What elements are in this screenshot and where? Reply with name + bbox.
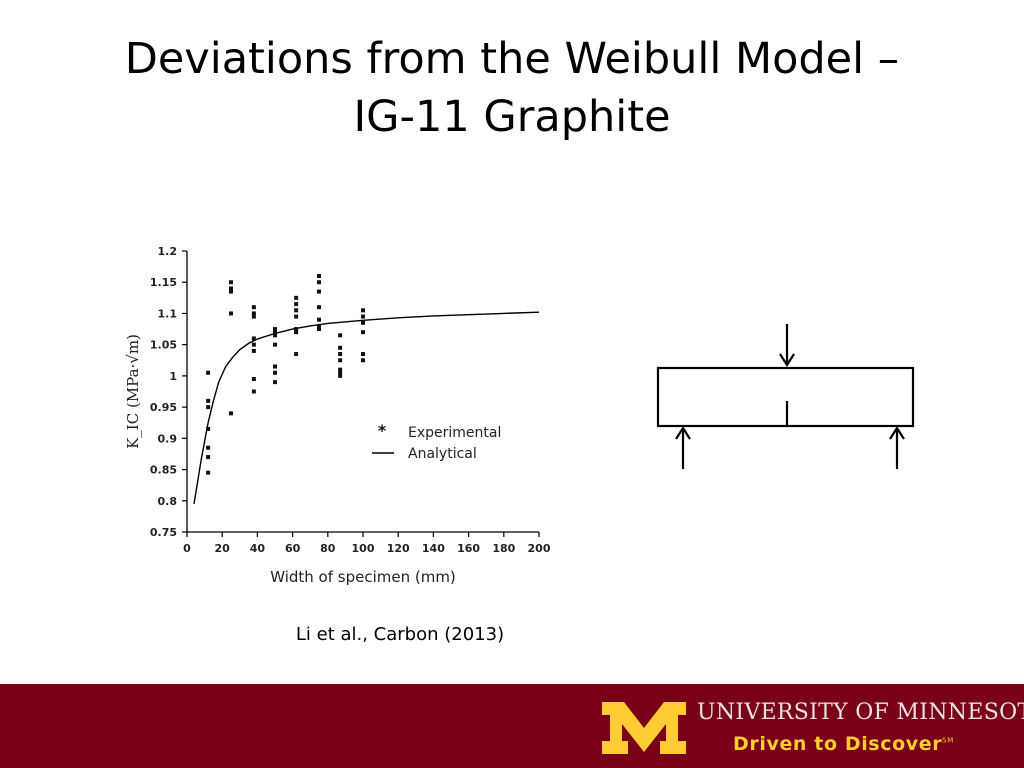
legend-label-analytical: Analytical [408, 446, 477, 462]
experimental-point [361, 320, 365, 325]
experimental-point [294, 295, 299, 300]
experimental-point [361, 330, 365, 335]
experimental-point [317, 327, 321, 332]
experimental-point [361, 314, 365, 319]
specimen-beam [656, 366, 915, 428]
y-tick-label: 0.75 [150, 526, 177, 539]
y-tick-label: 1.2 [158, 245, 178, 258]
experimental-point [229, 280, 233, 285]
university-name: UNIVERSITY OF MINNESOTA [697, 700, 1024, 725]
experimental-point [206, 398, 211, 403]
x-tick-label: 180 [492, 542, 515, 555]
slide-title-line-2: IG-11 Graphite [353, 92, 671, 142]
support-arrow-up-icon [675, 425, 691, 469]
experimental-point [317, 305, 321, 310]
x-tick-label: 60 [285, 542, 301, 555]
experimental-point [317, 280, 321, 285]
x-tick-label: 140 [422, 542, 445, 555]
experimental-point [273, 327, 277, 332]
experimental-point [206, 426, 211, 431]
experimental-point [294, 314, 299, 319]
kic-vs-width-chart: 0.75 0.8 0.85 0.9 0.95 1 1.05 1.1 1.15 1.2 0 20 40 60… [124, 245, 551, 586]
experimental-point [338, 370, 343, 375]
experimental-point [338, 367, 343, 372]
experimental-point [251, 377, 256, 382]
experimental-point [317, 289, 321, 294]
experimental-point [251, 314, 256, 319]
experimental-point [251, 336, 256, 341]
experimental-point [251, 342, 256, 347]
y-tick-label: 0.95 [150, 401, 177, 414]
university-m-logo-icon [602, 702, 686, 754]
y-tick-label: 1 [169, 370, 177, 383]
experimental-point [206, 455, 211, 460]
experimental-point [294, 302, 299, 307]
experimental-point [229, 286, 233, 291]
experimental-point [294, 352, 299, 357]
experimental-point [229, 289, 233, 294]
experimental-point [251, 305, 256, 310]
y-tick-label: 0.8 [158, 495, 178, 508]
experimental-point [273, 342, 277, 347]
experimental-point [361, 352, 365, 357]
y-tick-label: 1.1 [158, 307, 178, 320]
experimental-point [206, 470, 211, 475]
experimental-point [294, 330, 299, 335]
y-tick-label: 0.85 [150, 464, 177, 477]
y-tick-label: 1.15 [150, 276, 177, 289]
experimental-point [338, 352, 343, 357]
university-tagline: Driven to DiscoverSM [733, 733, 954, 755]
experimental-point [294, 327, 299, 332]
footer-bar [0, 684, 1024, 768]
legend-symbol-experimental: * [378, 421, 387, 440]
x-tick-label: 40 [250, 542, 266, 555]
y-tick-label: 1.05 [150, 339, 177, 352]
analytical-curve [193, 311, 540, 505]
experimental-point [338, 373, 343, 378]
load-arrow-down-icon [779, 324, 795, 368]
chart-plot-layer: 0.75 0.8 0.85 0.9 0.95 1 1.05 1.1 1.15 1.2 0 20 40 60… [124, 245, 551, 586]
slide-title-line-1: Deviations from the Weibull Model – [124, 34, 900, 84]
experimental-point [273, 364, 277, 369]
experimental-point [361, 358, 365, 363]
experimental-point [338, 345, 343, 350]
experimental-point [251, 311, 256, 316]
experimental-point [273, 330, 277, 335]
x-tick-label: 20 [215, 542, 231, 555]
x-tick-label: 200 [528, 542, 551, 555]
y-tick-label: 0.9 [158, 432, 178, 445]
x-tick-label: 120 [387, 542, 410, 555]
slide-title: Deviations from the Weibull Model – IG-1… [0, 30, 1024, 146]
legend-label-experimental: Experimental [408, 425, 501, 441]
experimental-point [206, 370, 211, 375]
figure-citation: Li et al., Carbon (2013) [295, 624, 505, 645]
experimental-point [338, 358, 343, 363]
x-tick-label: 160 [457, 542, 480, 555]
three-point-bend-diagram [656, 324, 915, 469]
experimental-point [273, 333, 277, 338]
experimental-point [273, 370, 277, 375]
experimental-point [251, 389, 256, 394]
experimental-point [206, 445, 211, 450]
x-tick-label: 100 [352, 542, 375, 555]
experimental-point [206, 405, 211, 410]
experimental-point [294, 308, 299, 313]
experimental-point [273, 380, 277, 385]
experimental-point [317, 323, 321, 328]
experimental-point [317, 317, 321, 322]
service-mark: SM [942, 736, 954, 745]
y-axis-label: K_IC (MPa·√m) [124, 334, 142, 449]
x-tick-label: 80 [320, 542, 336, 555]
experimental-point [317, 273, 321, 278]
support-arrow-up-icon [889, 425, 905, 469]
experimental-point [338, 333, 343, 338]
x-axis-label: Width of specimen (mm) [270, 568, 456, 586]
experimental-point [251, 348, 256, 353]
experimental-point [229, 411, 233, 416]
x-tick-label: 0 [183, 542, 191, 555]
tagline-text: Driven to Discover [733, 733, 943, 755]
experimental-point [229, 311, 233, 316]
experimental-point [361, 308, 365, 313]
